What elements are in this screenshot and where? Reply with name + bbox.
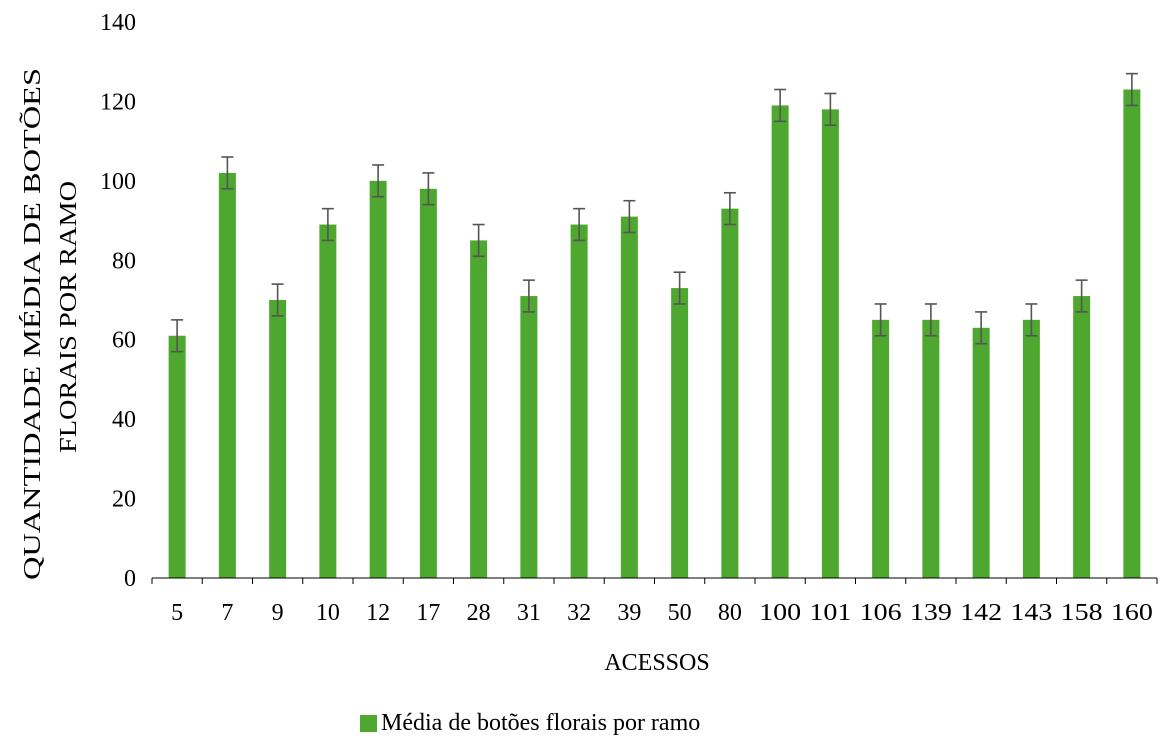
x-tick-label-39: 39	[617, 600, 641, 626]
bar-7	[218, 172, 236, 578]
bar-9	[269, 300, 287, 578]
x-tick-label-7: 7	[221, 600, 233, 626]
x-tick-label-32: 32	[567, 600, 591, 626]
y-tick-label-0: 0	[124, 566, 136, 592]
bar-31	[520, 296, 538, 578]
bar-139	[922, 319, 940, 578]
bar-143	[1022, 319, 1040, 578]
bar-32	[570, 224, 588, 579]
y-tick-label-140: 140	[100, 10, 136, 36]
bar-106	[872, 319, 890, 578]
x-tick-label-17: 17	[416, 600, 440, 626]
bar-101	[821, 109, 839, 578]
error-bars	[171, 72, 1138, 353]
x-tick-label-10: 10	[316, 600, 340, 626]
y-tick-label-120: 120	[100, 89, 136, 115]
bar-17	[419, 188, 437, 579]
y-axis-title-line-1: QUANTIDADE MÉDIA DE BOTÕES	[19, 68, 46, 580]
x-axis-ticks	[151, 578, 1158, 584]
bar-142	[972, 327, 990, 578]
y-axis-title: QUANTIDADE MÉDIA DE BOTÕES FLORAIS POR R…	[19, 68, 82, 580]
y-tick-label-20: 20	[112, 487, 136, 513]
x-tick-label-28: 28	[467, 600, 491, 626]
x-tick-label-100: 100	[759, 600, 801, 626]
x-tick-label-106: 106	[860, 600, 902, 626]
x-tick-label-101: 101	[809, 600, 851, 626]
y-tick-label-80: 80	[112, 248, 136, 274]
x-tick-label-5: 5	[171, 600, 183, 626]
x-tick-label-139: 139	[910, 600, 952, 626]
bar-10	[319, 224, 337, 579]
y-axis-title-line-2: FLORAIS POR RAMO	[56, 181, 82, 453]
bar-80	[721, 208, 739, 578]
x-axis-tick-labels: 5 7 9 10 12 17 28 31 32 39 50 80 100 101 106 139 142 143 1…	[171, 600, 1153, 626]
y-tick-label-100: 100	[100, 169, 136, 195]
bar-158	[1073, 296, 1091, 578]
legend: Média de botões florais por ramo	[360, 710, 700, 737]
x-tick-label-12: 12	[366, 600, 390, 626]
bar-50	[671, 288, 689, 578]
bar-160	[1123, 89, 1141, 578]
bar-12	[369, 180, 387, 578]
y-tick-label-40: 40	[112, 407, 136, 433]
x-tick-label-143: 143	[1010, 600, 1052, 626]
legend-swatch	[360, 715, 377, 732]
x-tick-label-50: 50	[668, 600, 692, 626]
x-tick-label-142: 142	[960, 600, 1002, 626]
bar-39	[620, 216, 638, 578]
x-tick-label-31: 31	[517, 600, 541, 626]
bar-5	[168, 335, 186, 578]
x-tick-label-160: 160	[1111, 600, 1153, 626]
y-tick-label-60: 60	[112, 328, 136, 354]
x-tick-label-80: 80	[718, 600, 742, 626]
legend-label: Média de botões florais por ramo	[381, 710, 701, 736]
x-axis-title: ACESSOS	[604, 650, 709, 676]
y-axis-tick-labels: 0 20 40 60 80 100 120 140	[100, 10, 136, 592]
bar-28	[470, 240, 488, 578]
bars	[168, 89, 1141, 579]
x-tick-label-9: 9	[272, 600, 284, 626]
x-tick-label-158: 158	[1061, 600, 1103, 626]
bar-100	[771, 105, 789, 579]
